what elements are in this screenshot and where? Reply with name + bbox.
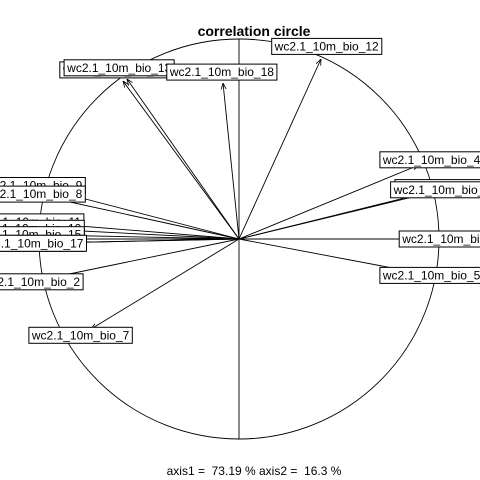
variable-arrows xyxy=(43,59,437,329)
variable-label: wc2.1_10m_bio_4 xyxy=(379,151,480,169)
variable-labels: wc2.1_10m_bio_12wc2.1_10m_bio_16wc2.1_10… xyxy=(0,37,480,344)
variable-label: wc2.1_10m_bio_7 xyxy=(28,326,133,344)
variable-label: wc2.1_10m_bio_8 xyxy=(0,185,86,203)
variable-arrow xyxy=(45,238,240,279)
variable-arrow xyxy=(238,165,419,240)
svg-text:wc2.1_10m_bio_1: wc2.1_10m_bio_1 xyxy=(393,183,480,197)
variable-label: wc2.1_10m_bio_17 xyxy=(0,234,87,252)
variable-label: wc2.1_10m_bio_2 xyxy=(0,273,84,291)
chart-title: correlation circle xyxy=(198,23,311,39)
variable-arrow xyxy=(123,81,240,240)
svg-text:wc2.1_10m_bio_18: wc2.1_10m_bio_18 xyxy=(169,65,274,79)
svg-text:wc2.1_10m_bio_8: wc2.1_10m_bio_8 xyxy=(0,187,83,201)
variable-label: wc2.1_10m_bio_18 xyxy=(166,63,278,81)
variable-label: wc2.1_10m_bio_1 xyxy=(390,181,480,199)
svg-text:wc2.1_10m_bio_13: wc2.1_10m_bio_13 xyxy=(66,61,171,75)
variable-label: wc2.1_10m_bio_6 xyxy=(398,230,480,248)
variable-label: wc2.1_10m_bio_12 xyxy=(271,37,383,55)
svg-text:wc2.1_10m_bio_4: wc2.1_10m_bio_4 xyxy=(382,153,480,167)
variable-arrow xyxy=(47,197,240,240)
variable-arrow xyxy=(238,59,321,240)
svg-text:wc2.1_10m_bio_6: wc2.1_10m_bio_6 xyxy=(401,232,480,246)
variable-arrow xyxy=(238,193,429,240)
svg-text:wc2.1_10m_bio_2: wc2.1_10m_bio_2 xyxy=(0,275,80,289)
variable-arrow xyxy=(91,238,240,329)
axis-inertia-caption: axis1 = 73.19 % axis2 = 16.3 % xyxy=(167,464,342,478)
svg-text:wc2.1_10m_bio_7: wc2.1_10m_bio_7 xyxy=(31,328,130,342)
variable-label: wc2.1_10m_bio_5 xyxy=(379,266,480,284)
variable-arrow xyxy=(223,83,240,240)
variable-label: wc2.1_10m_bio_13 xyxy=(63,59,175,77)
variable-arrow xyxy=(127,79,240,240)
svg-text:wc2.1_10m_bio_17: wc2.1_10m_bio_17 xyxy=(0,236,84,250)
svg-text:wc2.1_10m_bio_12: wc2.1_10m_bio_12 xyxy=(274,39,379,53)
svg-text:wc2.1_10m_bio_5: wc2.1_10m_bio_5 xyxy=(382,268,480,282)
